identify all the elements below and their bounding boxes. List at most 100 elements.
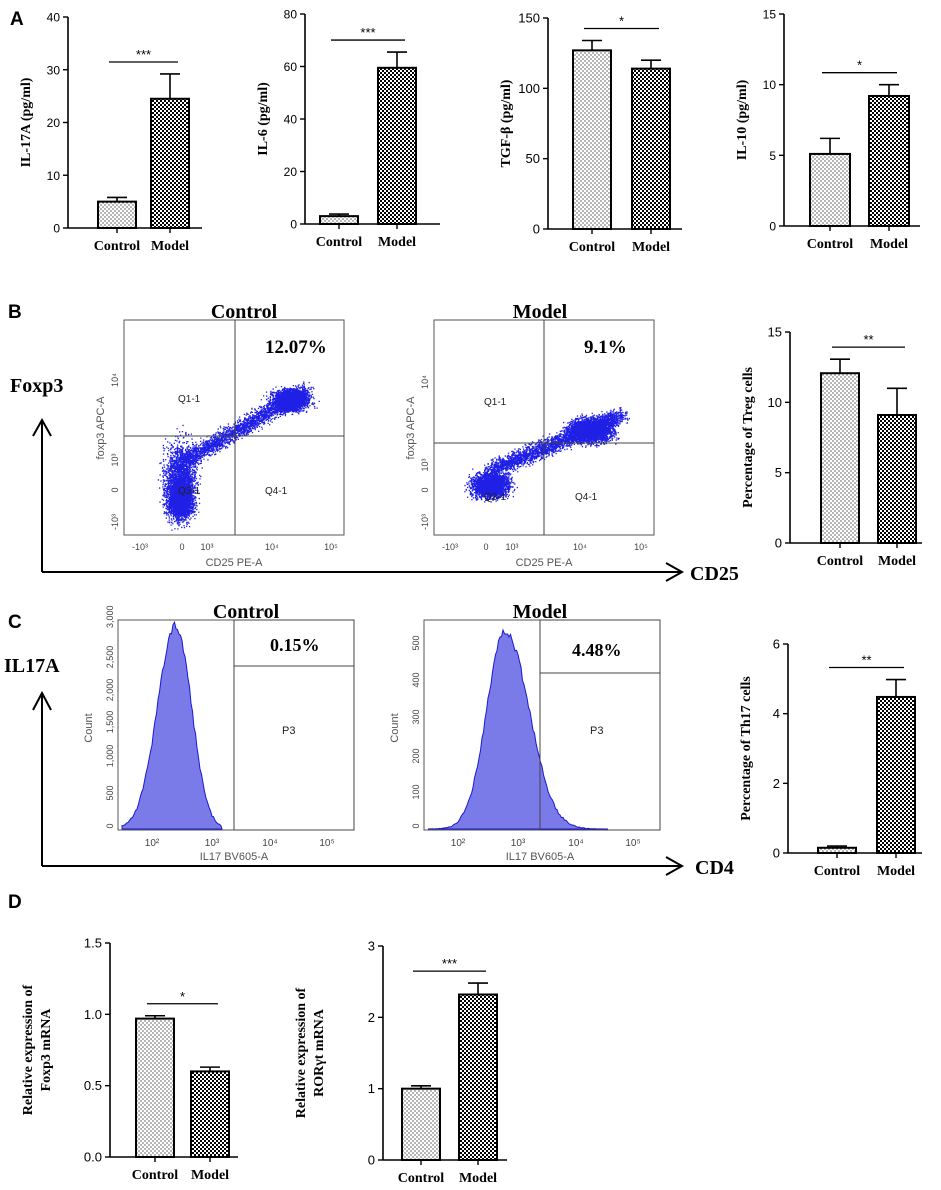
- treg-ylabel: Percentage of Treg cells: [741, 367, 756, 508]
- c-control-ytick-4: 2,000: [105, 679, 115, 702]
- th17-bar-control: [817, 846, 857, 855]
- c-control-histogram: [121, 620, 223, 830]
- b-control-q1-label: Q1-1: [178, 394, 201, 405]
- c-control-percentage: 0.15%: [270, 635, 320, 655]
- c-model-ytick-0: 0: [411, 823, 421, 828]
- b-y-marker-label: Foxp3: [10, 375, 63, 397]
- b-model-xtick-2: 10³: [505, 542, 518, 552]
- treg-significance-label: **: [863, 332, 873, 347]
- foxp3mrna-significance-label: *: [180, 989, 185, 1004]
- il17a-ytick-label-0: 0: [53, 222, 60, 236]
- b-control-plot-frame: [123, 319, 345, 536]
- bar-chart-treg: 0 5 10 15 Control Model ** Percentage of Treg c…: [741, 325, 922, 569]
- b-model-xtick-1: 0: [483, 542, 488, 552]
- c-x-marker-label: CD4: [695, 857, 734, 879]
- c-control-ytick-1: 500: [105, 785, 115, 800]
- b-control-xtick-0: -10³: [132, 542, 148, 552]
- tgfb-category-label-1: Model: [632, 240, 670, 255]
- il10-bar-model: [868, 94, 910, 228]
- tgfb-category-label-0: Control: [569, 240, 616, 255]
- c-y-arrow-head: [32, 690, 52, 711]
- tgfb-bar-control: [572, 49, 612, 230]
- c-control-xtick-1: 10³: [205, 838, 220, 849]
- il17a-ylabel: IL-17A (pg/ml): [19, 77, 34, 167]
- il6-ytick-label-2: 40: [284, 113, 298, 127]
- b-control-ytick-2: 0: [110, 487, 120, 492]
- rorgt-ytick-label-2: 2: [368, 1010, 375, 1025]
- b-control-ylabel: foxp3 APC-A: [95, 396, 107, 460]
- tgfb-ytick-label-1: 50: [526, 151, 540, 166]
- scatter-control-dots: [157, 381, 320, 531]
- c-control-ytick-0: 0: [105, 823, 115, 828]
- c-control-ytick-5: 2,500: [105, 646, 115, 669]
- b-model-title: Model: [513, 301, 568, 323]
- c-control-ylabel: Count: [83, 713, 95, 742]
- c-model-histogram: [427, 628, 608, 830]
- rorgt-ytick-label-0: 0: [368, 1153, 375, 1168]
- rorgt-ytick-label-3: 3: [368, 939, 375, 954]
- il17a-category-label-0: Control: [94, 239, 141, 254]
- c-model-ytick-2: 200: [411, 748, 421, 763]
- rorgt-ytick-label-1: 1: [368, 1081, 375, 1096]
- tgfb-bar-model: [631, 67, 671, 230]
- foxp3mrna-category-label-1: Model: [191, 1168, 229, 1183]
- b-model-q4-label: Q4-1: [575, 492, 598, 503]
- il6-ytick-label-0: 0: [290, 218, 297, 232]
- il6-category-label-0: Control: [316, 235, 363, 250]
- b-model-xlabel: CD25 PE-A: [516, 557, 574, 569]
- bar-chart-th17: 0 2 4 6 Control Model ** Percentage of Th17 cel…: [739, 637, 922, 879]
- il17a-significance-label: ***: [136, 47, 151, 62]
- foxp3mrna-ylabel-line-1: Foxp3 mRNA: [39, 1008, 54, 1092]
- c-control-xtick-3: 10⁵: [319, 838, 334, 849]
- il6-ytick-label-3: 60: [284, 60, 298, 74]
- treg-bar-model: [877, 413, 917, 545]
- c-control-xlabel: IL17 BV605-A: [200, 851, 269, 863]
- b-model-xtick-0: -10³: [442, 542, 458, 552]
- il6-ytick-label-1: 20: [284, 165, 298, 179]
- treg-ytick-label-0: 0: [775, 536, 782, 551]
- b-control-ytick-1: 10³: [110, 453, 120, 466]
- il10-ytick-label-0: 0: [769, 220, 776, 234]
- bar-chart-il17a: 0 10 20 30 40 Control Model *** IL-17A (pg/ml): [19, 11, 202, 254]
- treg-category-label-1: Model: [878, 554, 916, 569]
- b-control-scatter: [157, 381, 320, 531]
- il6-category-label-1: Model: [378, 235, 416, 250]
- b-control-xtick-2: 10³: [200, 542, 213, 552]
- c-model-gate-label: P3: [590, 725, 603, 737]
- c-control-gate-label: P3: [282, 725, 295, 737]
- c-model-ytick-4: 400: [411, 672, 421, 687]
- b-model-ylabel: foxp3 APC-A: [405, 396, 417, 460]
- b-model-ytick-1: 10³: [420, 458, 430, 471]
- c-model-xtick-0: 10²: [451, 838, 466, 849]
- c-control-ytick-6: 3,000: [105, 605, 115, 628]
- c-model-gate-p3: [539, 619, 661, 831]
- il10-significance-label: *: [857, 58, 862, 73]
- bar-chart-il6: 0 20 40 60 80 Control Model *** IL-6 (pg/ml): [256, 8, 440, 250]
- rorgt-ylabel-line-0: Relative expression of: [294, 987, 309, 1118]
- rorgt-ylabel-line-1: RORγt mRNA: [312, 1008, 327, 1097]
- b-control-xtick-4: 10⁵: [324, 542, 338, 552]
- b-model-ytick-2: 0: [420, 487, 430, 492]
- treg-ytick-label-2: 10: [768, 395, 782, 410]
- c-control-title: Control: [213, 601, 280, 623]
- b-model-ytick-0: 10⁴: [420, 375, 430, 389]
- th17-ytick-label-2: 4: [773, 706, 780, 721]
- b-control-ytick-3: -10³: [110, 514, 120, 530]
- b-model-scatter: [464, 407, 630, 503]
- c-model-xtick-3: 10⁵: [625, 838, 640, 849]
- treg-ytick-label-3: 15: [768, 325, 782, 340]
- panel-label-a: A: [10, 9, 24, 30]
- c-model-ytick-1: 100: [411, 784, 421, 799]
- il17a-ytick-label-4: 40: [47, 11, 61, 25]
- il10-ytick-label-1: 5: [769, 149, 776, 163]
- bar-chart-tgfb: 0 50 100 150 Control Model * TGF-β (pg/ml): [499, 11, 682, 255]
- foxp3mrna-ytick-label-1: 0.5: [84, 1078, 102, 1093]
- treg-ytick-label-1: 5: [775, 465, 782, 480]
- b-model-q3-label: Q3-1: [484, 492, 507, 503]
- rorgt-bar-control: [401, 1087, 441, 1161]
- c-model-xlabel: IL17 BV605-A: [506, 851, 575, 863]
- b-control-q3-label: Q3-1: [178, 486, 201, 497]
- c-control-gate-p3: [233, 619, 355, 831]
- rorgt-category-label-1: Model: [459, 1171, 497, 1186]
